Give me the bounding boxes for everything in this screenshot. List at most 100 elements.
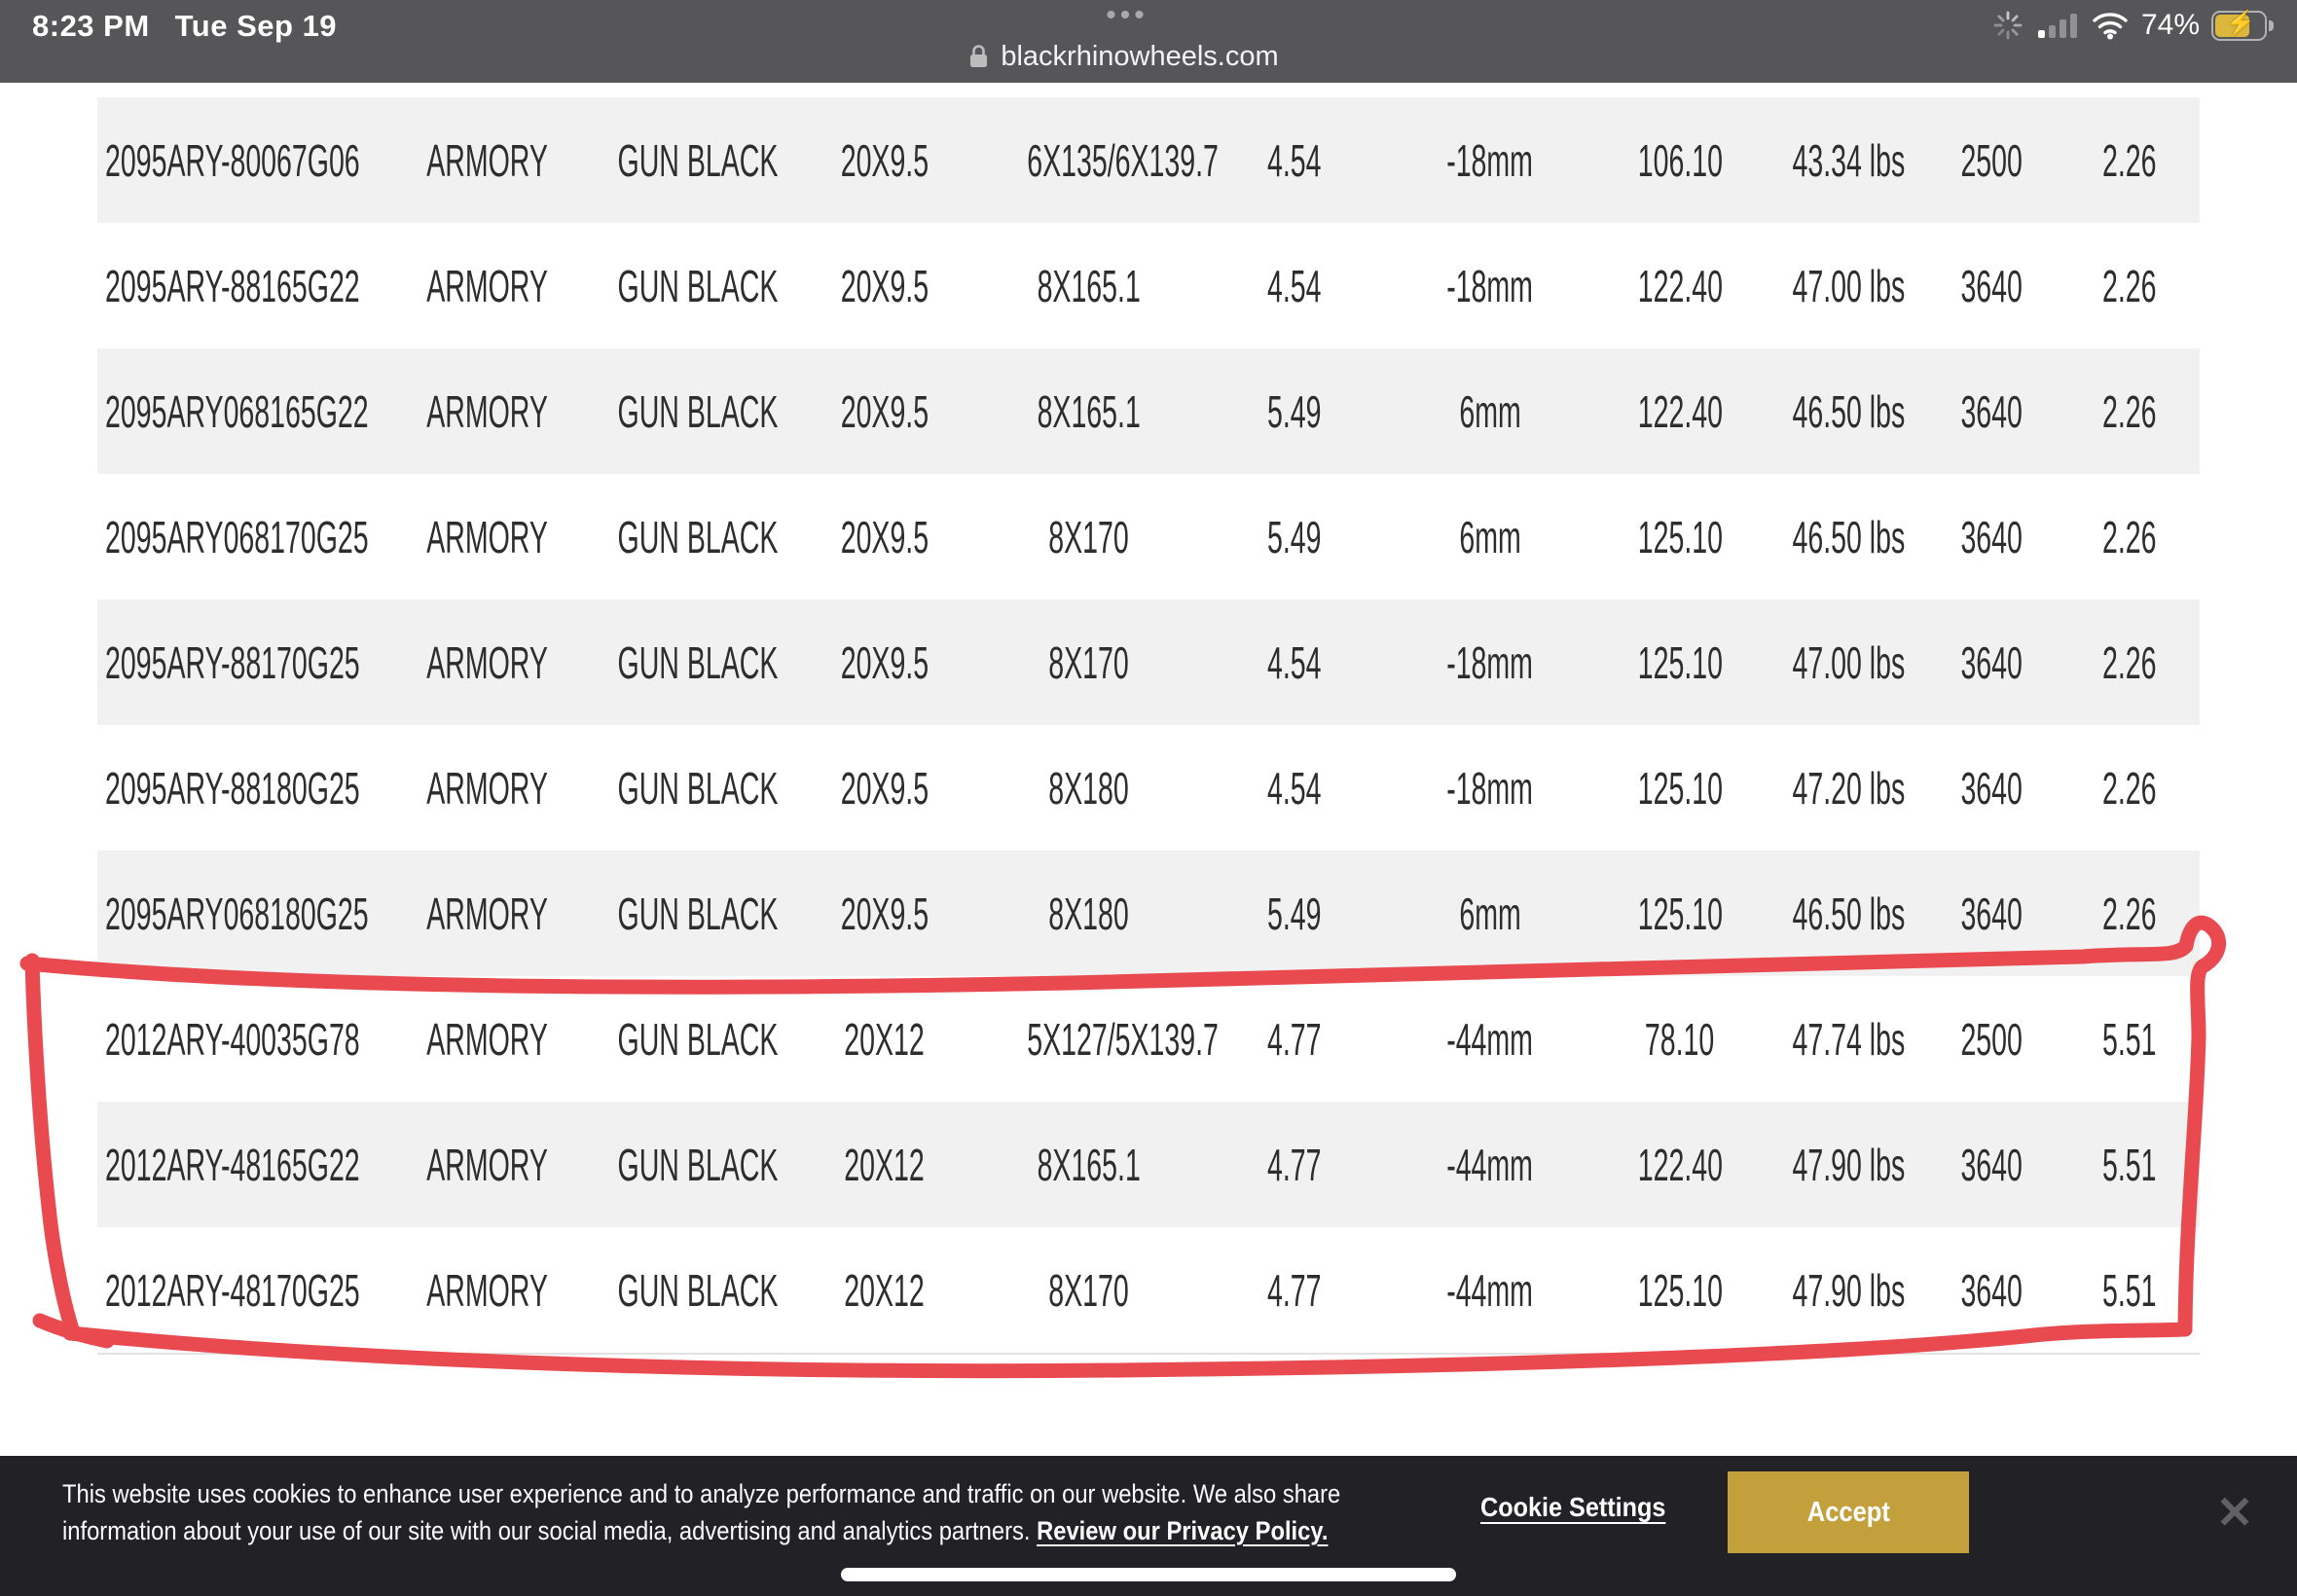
battery-shell (2211, 10, 2267, 41)
table-cell: 78.10 (1645, 1013, 1715, 1065)
table-cell: GUN BLACK (617, 762, 779, 814)
table-cell: ARMORY (426, 511, 548, 562)
table-cell: 4.77 (1266, 1264, 1322, 1316)
home-indicator[interactable] (841, 1568, 1456, 1581)
table-cell: 43.34 lbs (1792, 134, 1906, 186)
table-cell: 122.40 (1637, 260, 1723, 311)
table-cell: ARMORY (426, 762, 548, 814)
table-cell: 46.50 lbs (1792, 888, 1906, 939)
table-cell: ARMORY (426, 385, 548, 437)
table-cell: -18mm (1446, 762, 1534, 814)
address-bar[interactable]: blackrhinowheels.com (0, 35, 2246, 78)
table-cell: 8X165.1 (1037, 385, 1142, 437)
cellular-signal-icon (2037, 14, 2077, 38)
table-cell: 20X9.5 (840, 888, 929, 939)
table-cell: 3640 (1960, 636, 2023, 688)
cookie-settings-link[interactable]: Cookie Settings (1480, 1492, 1666, 1522)
table-cell: 20X9.5 (840, 762, 929, 814)
cookie-message: This website uses cookies to enhance use… (62, 1475, 1514, 1549)
charging-bolt-icon: ⚡ (2225, 9, 2256, 37)
table-cell: GUN BLACK (617, 134, 779, 186)
table-cell: 3640 (1960, 1264, 2023, 1316)
table-cell: 20X9.5 (840, 511, 929, 562)
wifi-icon (2093, 13, 2128, 40)
table-cell: 125.10 (1637, 511, 1723, 562)
table-cell: 2.26 (2102, 260, 2157, 311)
status-bar: 8:23 PM Tue Sep 19 ••• blackrhinowheels.… (0, 0, 2297, 83)
table-cell: 47.90 lbs (1792, 1139, 1906, 1190)
table-cell: 5.51 (2102, 1139, 2157, 1190)
table-row: 2095ARY-88180G25 ARMORY GUN BLACK 20X9.5 8X1… (97, 725, 2200, 851)
table-cell: 2095ARY-80067G06 (105, 134, 360, 186)
cookie-message-text: information about your use of our site w… (62, 1516, 1038, 1545)
table-cell: GUN BLACK (617, 1264, 779, 1316)
table-cell: 2012ARY-40035G78 (105, 1013, 360, 1065)
table-cell: 6X135/6X139.7 (1027, 134, 1219, 186)
privacy-policy-link[interactable]: Review our Privacy Policy. (1037, 1516, 1329, 1545)
table-cell: 4.77 (1266, 1139, 1322, 1190)
table-cell: -18mm (1446, 134, 1534, 186)
table-cell: 125.10 (1637, 762, 1723, 814)
table-cell: 4.54 (1266, 762, 1322, 814)
table-cell: 8X180 (1048, 762, 1130, 814)
table-cell: 2500 (1960, 1013, 2023, 1065)
table-cell: 2.26 (2102, 385, 2157, 437)
table-cell: 6mm (1459, 511, 1521, 562)
table-cell: 8X165.1 (1037, 1139, 1142, 1190)
table-cell: 5X127/5X139.7 (1027, 1013, 1219, 1065)
table-cell: GUN BLACK (617, 385, 779, 437)
table-row: 2095ARY-88170G25 ARMORY GUN BLACK 20X9.5 8X1… (97, 599, 2200, 725)
cookie-message-text: This website uses cookies to enhance use… (62, 1479, 1341, 1508)
table-cell: 20X9.5 (840, 636, 929, 688)
table-cell: ARMORY (426, 1264, 548, 1316)
table-cell: 8X170 (1048, 511, 1130, 562)
spec-table: 2095ARY-80067G06 ARMORY GUN BLACK 20X9.5 6X1… (97, 97, 2200, 1355)
lock-icon (970, 45, 988, 67)
table-cell: 2.26 (2102, 888, 2157, 939)
table-cell: ARMORY (426, 260, 548, 311)
table-cell: ARMORY (426, 888, 548, 939)
table-cell: 5.49 (1266, 511, 1322, 562)
table-row: 2012ARY-48170G25 ARMORY GUN BLACK 20X12 8X17… (97, 1227, 2200, 1353)
battery-percent: 74% (2140, 9, 2200, 41)
table-cell: 125.10 (1637, 888, 1723, 939)
accept-button[interactable]: Accept (1728, 1471, 1969, 1553)
clock: 8:23 PM (32, 9, 150, 43)
table-cell: 47.20 lbs (1792, 762, 1906, 814)
table-cell: 8X170 (1048, 1264, 1130, 1316)
table-cell: GUN BLACK (617, 511, 779, 562)
table-cell: 46.50 lbs (1792, 511, 1906, 562)
table-row: 2095ARY068180G25 ARMORY GUN BLACK 20X9.5 8X1… (97, 851, 2200, 976)
url-text: blackrhinowheels.com (1001, 40, 1279, 72)
table-cell: 5.51 (2102, 1264, 2157, 1316)
table-cell: 4.54 (1266, 134, 1322, 186)
table-cell: 3640 (1960, 762, 2023, 814)
table-cell: 5.49 (1266, 385, 1322, 437)
table-cell: GUN BLACK (617, 260, 779, 311)
table-cell: 2095ARY068170G25 (105, 511, 369, 562)
table-cell: 122.40 (1637, 385, 1723, 437)
table-cell: 8X180 (1048, 888, 1130, 939)
table-cell: 3640 (1960, 511, 2023, 562)
table-cell: ARMORY (426, 1013, 548, 1065)
table-cell: -18mm (1446, 636, 1534, 688)
table-row: 2095ARY-88165G22 ARMORY GUN BLACK 20X9.5 8X1… (97, 223, 2200, 348)
table-cell: -44mm (1446, 1264, 1534, 1316)
table-row: 2012ARY-48165G22 ARMORY GUN BLACK 20X12 8X16… (97, 1102, 2200, 1227)
table-cell: GUN BLACK (617, 1013, 779, 1065)
table-cell: 47.00 lbs (1792, 260, 1906, 311)
table-cell: 4.77 (1266, 1013, 1322, 1065)
table-cell: 122.40 (1637, 1139, 1723, 1190)
battery-icon: ⚡ (2211, 9, 2274, 41)
table-cell: ARMORY (426, 134, 548, 186)
table-cell: 20X9.5 (840, 134, 929, 186)
page-options-dots[interactable]: ••• (1106, 0, 1148, 31)
close-icon[interactable]: ✕ (2215, 1487, 2254, 1538)
table-cell: -18mm (1446, 260, 1534, 311)
table-cell: 6mm (1459, 888, 1521, 939)
table-row: 2095ARY068165G22 ARMORY GUN BLACK 20X9.5 8X1… (97, 348, 2200, 474)
table-cell: 125.10 (1637, 636, 1723, 688)
battery-fill (2215, 14, 2249, 37)
table-row: 2095ARY068170G25 ARMORY GUN BLACK 20X9.5 8X1… (97, 474, 2200, 599)
table-cell: 5.49 (1266, 888, 1322, 939)
